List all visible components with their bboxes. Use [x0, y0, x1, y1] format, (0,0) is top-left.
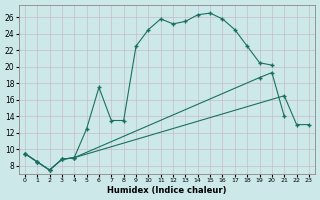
X-axis label: Humidex (Indice chaleur): Humidex (Indice chaleur)	[107, 186, 227, 195]
